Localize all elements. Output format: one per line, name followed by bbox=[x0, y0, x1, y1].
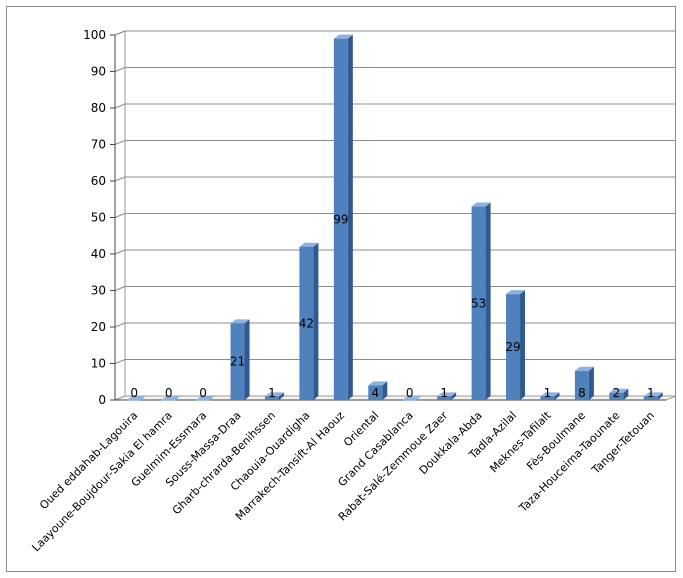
bar bbox=[368, 385, 383, 400]
chart-frame bbox=[6, 6, 676, 572]
bar bbox=[333, 38, 348, 401]
y-tick-label: 40 bbox=[91, 247, 106, 261]
data-label: 4 bbox=[371, 386, 379, 400]
bar-top bbox=[127, 396, 147, 400]
y-tick-label: 90 bbox=[91, 65, 106, 79]
bar-top bbox=[574, 366, 594, 371]
gridline-depth bbox=[114, 286, 126, 291]
gridline-depth bbox=[114, 140, 126, 145]
bar-side bbox=[623, 388, 629, 400]
gridline-depth bbox=[114, 322, 126, 328]
data-label: 21 bbox=[230, 355, 245, 369]
bar-top bbox=[471, 202, 491, 207]
y-tick-label: 50 bbox=[91, 211, 106, 225]
bar-top bbox=[196, 396, 216, 400]
data-label: 0 bbox=[406, 386, 414, 400]
bar-top bbox=[643, 392, 663, 397]
data-label: 53 bbox=[471, 296, 486, 310]
bar bbox=[402, 400, 417, 401]
x-tick-label: Doukkala-Abda bbox=[417, 409, 485, 477]
bar-top bbox=[230, 319, 250, 324]
bar-side bbox=[485, 202, 491, 400]
gridline-depth bbox=[114, 359, 126, 364]
data-label: 2 bbox=[613, 386, 621, 400]
data-label: 99 bbox=[333, 212, 348, 226]
data-label: 1 bbox=[440, 386, 448, 400]
y-tick-label: 20 bbox=[91, 320, 106, 334]
bar bbox=[540, 396, 555, 400]
bar-side bbox=[588, 366, 594, 400]
bar bbox=[161, 400, 176, 401]
data-label: 1 bbox=[544, 386, 552, 400]
bar-side bbox=[347, 34, 353, 401]
data-label: 0 bbox=[130, 386, 138, 400]
bar-top bbox=[264, 392, 284, 397]
data-label: 1 bbox=[647, 386, 655, 400]
bar bbox=[643, 396, 658, 400]
bar-side bbox=[451, 392, 457, 400]
y-tick-label: 80 bbox=[91, 101, 106, 115]
data-label: 29 bbox=[505, 340, 520, 354]
y-tick-label: 0 bbox=[98, 393, 106, 407]
bar-side bbox=[554, 392, 560, 400]
gridline-depth bbox=[114, 103, 126, 109]
bar-top bbox=[333, 34, 353, 39]
bar-top bbox=[368, 381, 388, 386]
bar-top bbox=[506, 290, 526, 295]
data-label: 1 bbox=[268, 386, 276, 400]
bar bbox=[574, 370, 589, 400]
bar-top bbox=[402, 396, 422, 400]
y-tick-label: 30 bbox=[91, 284, 106, 298]
gridline-depth bbox=[114, 176, 126, 182]
gridline-depth bbox=[114, 30, 126, 36]
data-label: 0 bbox=[165, 386, 173, 400]
data-label: 0 bbox=[199, 386, 207, 400]
y-tick-label: 60 bbox=[91, 174, 106, 188]
bar-top bbox=[609, 388, 629, 393]
data-label: 8 bbox=[578, 386, 586, 400]
x-tick-label: Tanger-Tetouan bbox=[589, 409, 657, 477]
bar bbox=[196, 400, 211, 401]
bar bbox=[127, 400, 142, 401]
bar bbox=[471, 206, 486, 400]
bar-side bbox=[244, 319, 250, 400]
bar-side bbox=[313, 242, 319, 400]
bar bbox=[506, 294, 521, 400]
bar-top bbox=[437, 392, 457, 397]
gridline-depth bbox=[114, 67, 126, 72]
gridline-depth bbox=[114, 213, 126, 218]
y-tick-label: 70 bbox=[91, 138, 106, 152]
gridline-depth bbox=[114, 249, 126, 255]
x-tick-label: Laayoune-Boujdour-Sakia El hamra bbox=[29, 409, 174, 554]
y-tick-label: 10 bbox=[91, 357, 106, 371]
bar-top bbox=[299, 242, 319, 247]
bar bbox=[264, 396, 279, 400]
data-label: 42 bbox=[299, 316, 314, 330]
bar-top bbox=[161, 396, 181, 400]
x-tick-label: Meknes-Tafilalt bbox=[487, 408, 554, 475]
bar-side bbox=[278, 392, 284, 400]
bar bbox=[437, 396, 452, 400]
bar-side bbox=[382, 381, 388, 400]
bar-side bbox=[520, 290, 526, 400]
bar-top bbox=[540, 392, 560, 397]
bar bbox=[230, 323, 245, 400]
bar bbox=[299, 246, 314, 400]
bar bbox=[609, 392, 624, 400]
bar-side bbox=[657, 392, 663, 400]
y-tick-label: 100 bbox=[83, 28, 106, 42]
